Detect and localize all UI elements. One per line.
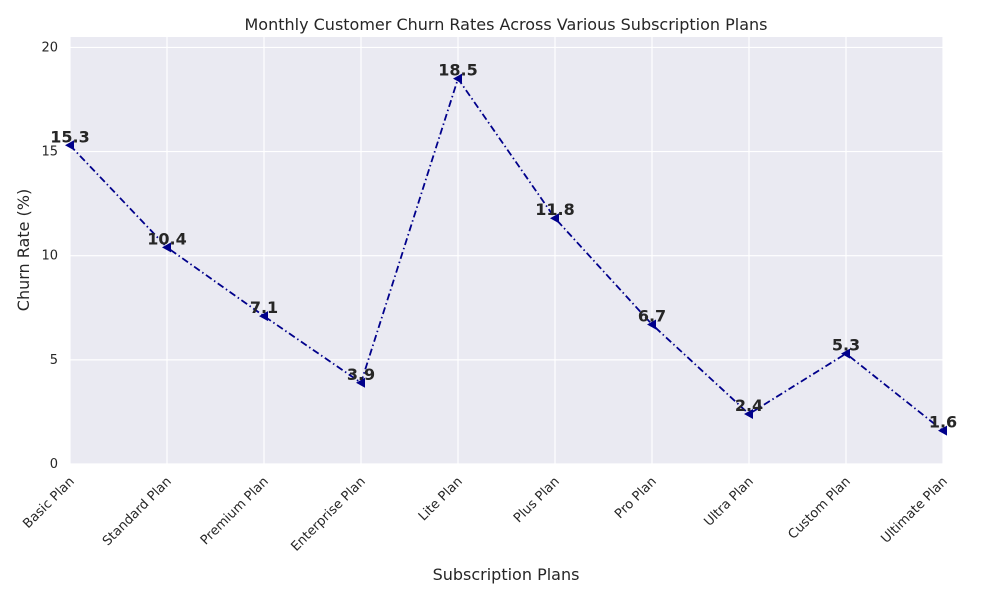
data-point-marker [550,213,559,224]
data-labels: 15.3 10.4 7.1 3.9 18.5 11.8 6.7 2.4 5.3 1.6 [50,61,957,432]
y-tick-label: 15 [41,145,58,160]
x-tick-label: Standard Plan [100,474,175,549]
data-label: 18.5 [438,61,477,80]
y-axis-label: Churn Rate (%) [14,189,33,311]
data-label: 2.4 [735,396,763,415]
x-tick-label: Basic Plan [20,474,77,531]
series-line [69,76,944,432]
data-point-marker [259,311,268,322]
x-tick-label: Plus Plan [511,474,563,526]
data-label: 5.3 [832,336,860,355]
data-point-marker [65,140,74,151]
data-point-marker [453,73,462,84]
y-axis-ticks: 0 5 10 15 20 [41,40,58,472]
data-label: 7.1 [250,298,278,317]
x-tick-label: Premium Plan [198,474,272,548]
plot-area [70,37,943,464]
data-label: 11.8 [535,200,574,219]
data-point-marker [841,348,850,359]
x-tick-label: Ultra Plan [701,474,756,529]
x-tick-label: Ultimate Plan [878,474,950,546]
data-label: 3.9 [347,365,375,384]
data-point-marker [938,425,947,436]
data-point-marker [744,409,753,420]
x-axis-label: Subscription Plans [433,565,580,584]
grid-lines [69,37,944,465]
x-tick-label: Enterprise Plan [288,474,368,554]
data-point-marker [647,319,656,330]
series-churn-rate [65,73,947,436]
chart-title: Monthly Customer Churn Rates Across Vari… [244,15,767,34]
x-tick-label: Pro Plan [612,474,660,522]
data-label: 15.3 [50,127,89,146]
data-label: 6.7 [638,306,666,325]
y-tick-label: 10 [41,249,58,264]
data-label: 10.4 [147,229,186,248]
data-label: 1.6 [929,413,957,432]
x-axis-ticks: Basic Plan Standard Plan Premium Plan Enter… [20,474,950,554]
data-point-marker [356,377,365,388]
x-tick-label: Custom Plan [786,474,854,542]
y-tick-label: 5 [50,353,58,368]
x-tick-label: Lite Plan [416,474,466,524]
y-tick-label: 0 [50,457,58,472]
y-tick-label: 20 [41,40,58,55]
data-point-marker [162,242,171,253]
